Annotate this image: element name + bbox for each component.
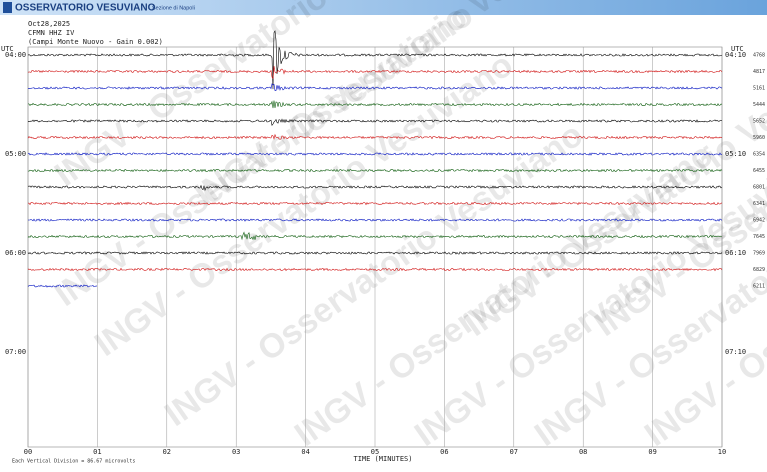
trace-label: 4768 bbox=[753, 53, 765, 59]
header-title: OSSERVATORIO VESUVIANO bbox=[15, 3, 156, 14]
right-time: 04:10 bbox=[725, 51, 746, 59]
trace-label: 6211 bbox=[753, 284, 765, 290]
x-tick-label: 09 bbox=[648, 448, 656, 456]
trace bbox=[27, 83, 723, 91]
date: Oct28,2025 bbox=[28, 20, 70, 28]
x-tick-label: 04 bbox=[301, 448, 309, 456]
x-tick-label: 03 bbox=[232, 448, 240, 456]
trace-label: 5960 bbox=[753, 135, 765, 141]
trace bbox=[27, 30, 723, 90]
x-tick-label: 08 bbox=[579, 448, 587, 456]
logo bbox=[3, 2, 12, 13]
traces bbox=[27, 30, 723, 288]
trace bbox=[27, 118, 723, 127]
trace-label: 5444 bbox=[753, 102, 765, 108]
grid bbox=[27, 46, 723, 448]
header-subtitle: Sezione di Napoli bbox=[152, 5, 195, 11]
trace bbox=[27, 168, 723, 173]
trace-label: 5652 bbox=[753, 119, 765, 125]
trace-label: 4817 bbox=[753, 69, 765, 75]
x-title: TIME (MINUTES) bbox=[353, 455, 412, 463]
header-bar bbox=[0, 0, 767, 15]
trace bbox=[27, 184, 723, 192]
trace bbox=[27, 133, 723, 140]
trace-label: 6801 bbox=[753, 185, 765, 191]
x-tick-label: 05 bbox=[371, 448, 379, 456]
trace bbox=[27, 201, 723, 206]
x-tick-label: 00 bbox=[24, 448, 32, 456]
trace-label: 6341 bbox=[753, 201, 765, 207]
labels: 00 01 02 03 04 05 06 07 08 09 10 04:00 04:10 05:00 05:… bbox=[5, 51, 765, 456]
trace-label: 7969 bbox=[753, 251, 765, 257]
trace-label: 5161 bbox=[753, 86, 765, 92]
trace-label: 7645 bbox=[753, 234, 765, 240]
footnote: Each Vertical Division = 86.67 microvolt… bbox=[12, 459, 135, 465]
trace bbox=[27, 251, 723, 255]
trace bbox=[27, 152, 723, 156]
right-time: 05:10 bbox=[725, 150, 746, 158]
trace bbox=[27, 65, 723, 80]
left-time: 06:00 bbox=[5, 249, 26, 257]
trace bbox=[27, 100, 723, 109]
trace-label: 6354 bbox=[753, 152, 765, 158]
trace bbox=[27, 231, 722, 241]
trace bbox=[27, 284, 98, 288]
left-time: 04:00 bbox=[5, 51, 26, 59]
right-time: 06:10 bbox=[725, 249, 746, 257]
x-tick-label: 10 bbox=[718, 448, 726, 456]
x-tick-label: 06 bbox=[440, 448, 448, 456]
x-tick-label: 01 bbox=[93, 448, 101, 456]
utc-left: UTC bbox=[1, 45, 14, 53]
trace bbox=[27, 267, 723, 272]
utc-right: UTC bbox=[731, 45, 744, 53]
trace-label: 6455 bbox=[753, 168, 765, 174]
x-tick-label: 02 bbox=[163, 448, 171, 456]
x-tick-label: 07 bbox=[510, 448, 518, 456]
trace-label: 6942 bbox=[753, 218, 765, 224]
description: (Campi Monte Nuovo - Gain 0.002) bbox=[28, 38, 163, 46]
right-time: 07:10 bbox=[725, 348, 746, 356]
left-time: 07:00 bbox=[5, 348, 26, 356]
trace bbox=[27, 218, 723, 222]
left-time: 05:00 bbox=[5, 150, 26, 158]
trace-label: 6829 bbox=[753, 267, 765, 273]
station: CFMN HHZ IV bbox=[28, 29, 75, 37]
